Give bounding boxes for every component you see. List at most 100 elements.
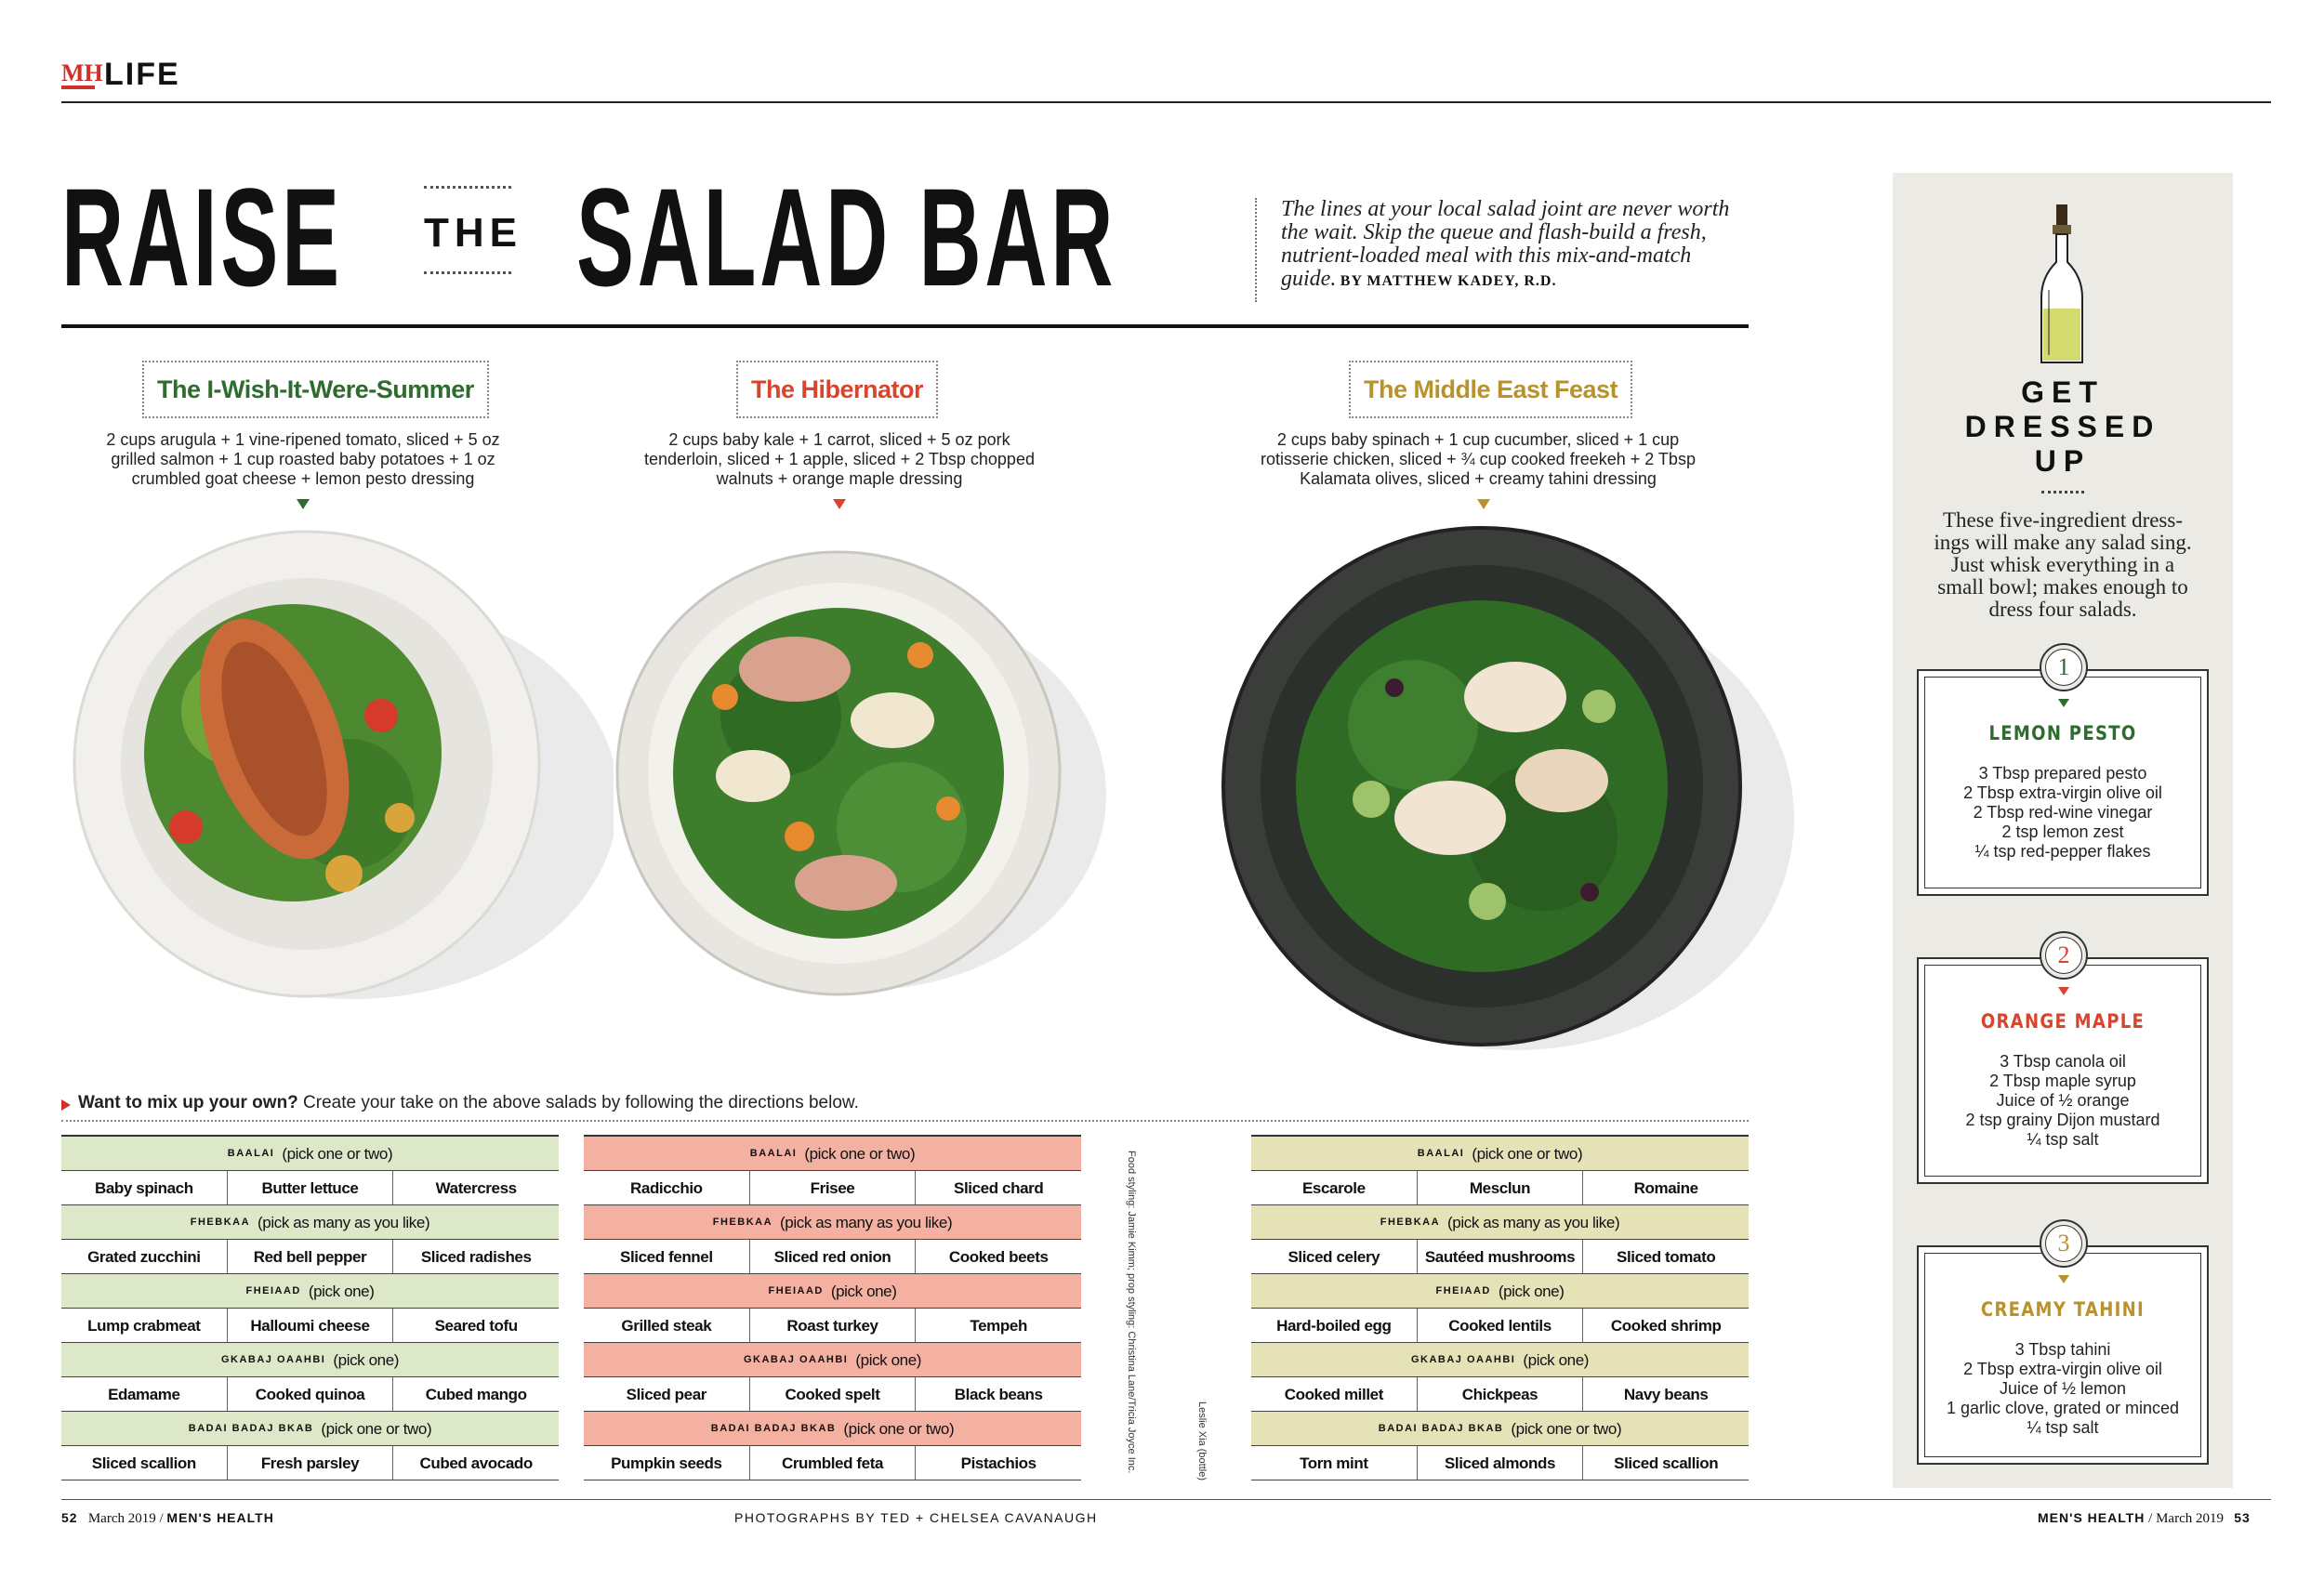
badge-inner-ring xyxy=(2045,1225,2082,1262)
category-note: (pick one or two) xyxy=(282,1145,393,1163)
brand-logo: MH xyxy=(61,58,103,89)
category-code: FHEIAAD xyxy=(768,1285,824,1296)
ingredient-cell: Tempeh xyxy=(970,1317,1027,1335)
category-header: FHEBKAA (pick as many as you like) xyxy=(584,1205,1081,1240)
ingredient-cell: Fresh parsley xyxy=(228,1446,394,1480)
dressing-name: CREAMY TAHINI xyxy=(1980,1298,2146,1321)
category-code: BADAI BADAJ BKAB xyxy=(188,1423,314,1434)
ingredient-row: Torn mint Sliced almonds Sliced scallion xyxy=(1251,1446,1749,1480)
mix-lead: Want to mix up your own? xyxy=(78,1093,298,1112)
category-note: (pick one or two) xyxy=(804,1145,916,1163)
ingredient-row: Sliced fennel Sliced red onion Cooked beet… xyxy=(584,1240,1081,1274)
ingredient-row: Sliced scallion Fresh parsley Cubed avocad… xyxy=(61,1446,559,1480)
recipe-line: rotisserie chicken, sliced + ¾ cup cooke… xyxy=(1261,450,1696,468)
pointer-triangle-icon xyxy=(297,499,310,509)
ingredient-line: 2 Tbsp extra-virgin olive oil xyxy=(1963,1360,2162,1378)
footer-left: 52 March 2019 / MEN'S HEALTH xyxy=(61,1508,274,1528)
headline-the: THE xyxy=(424,210,522,256)
dressing-card-orange-maple: 2 ORANGE MAPLE 3 Tbsp canola oil 2 Tbsp map… xyxy=(1917,931,2209,1184)
ingredient-row: Baby spinach Butter lettuce Watercress xyxy=(61,1171,559,1205)
category-code: GKABAJ OAAHBI xyxy=(743,1354,849,1365)
number-badge-icon: 1 xyxy=(2040,643,2088,691)
mix-table-hibernator: BAALAI (pick one or two) Radicchio Frisee Sl… xyxy=(584,1135,1081,1480)
category-header: GKABAJ OAAHBI (pick one) xyxy=(1251,1343,1749,1377)
ingredient-cell: Butter lettuce xyxy=(228,1171,394,1204)
ingredient-line: 2 Tbsp extra-virgin olive oil xyxy=(1963,783,2162,802)
recipe-line: 2 cups baby spinach + 1 cup cucumber, sl… xyxy=(1276,430,1680,449)
ingredient-cell: Sliced almonds xyxy=(1418,1446,1584,1480)
category-code: FHEBKAA xyxy=(1380,1217,1441,1228)
category-header: FHEIAAD (pick one) xyxy=(584,1274,1081,1309)
category-note: (pick one or two) xyxy=(1511,1420,1622,1438)
photo-credit: PHOTOGRAPHS BY TED + CHELSEA CAVANAUGH xyxy=(734,1510,1098,1525)
category-header: FHEIAAD (pick one) xyxy=(61,1274,559,1309)
ingredient-row: Pumpkin seeds Crumbled feta Pistachios xyxy=(584,1446,1081,1480)
title-rule xyxy=(61,324,1749,328)
page-number: 53 xyxy=(2234,1510,2251,1525)
category-note: (pick one) xyxy=(1523,1351,1590,1369)
pointer-triangle-icon xyxy=(2058,987,2069,995)
ingredient-cell: Sliced fennel xyxy=(584,1240,750,1273)
category-note: (pick as many as you like) xyxy=(780,1214,953,1231)
category-code: FHEBKAA xyxy=(712,1217,773,1228)
ingredient-cell: Sliced tomato xyxy=(1617,1248,1716,1266)
ingredient-cell: Watercress xyxy=(435,1179,517,1197)
salad-title-hibernator: The Hibernator xyxy=(736,361,939,418)
category-header: BAALAI (pick one or two) xyxy=(1251,1137,1749,1171)
ingredient-cell: Sliced celery xyxy=(1251,1240,1418,1273)
category-header: FHEIAAD (pick one) xyxy=(1251,1274,1749,1309)
ingredient-cell: Cooked lentils xyxy=(1418,1309,1584,1342)
ingredient-cell: Cubed mango xyxy=(425,1386,527,1403)
salad-title-middle-east: The Middle East Feast xyxy=(1349,361,1633,418)
ingredient-cell: Cooked quinoa xyxy=(228,1377,394,1411)
ingredient-cell: Sliced chard xyxy=(954,1179,1044,1197)
ingredient-cell: Grated zucchini xyxy=(61,1240,228,1273)
intro-deck: The lines at your local salad joint are … xyxy=(1255,198,1748,302)
category-header: BADAI BADAJ BKAB (pick one or two) xyxy=(1251,1412,1749,1446)
ingredient-row: Lump crabmeat Halloumi cheese Seared tofu xyxy=(61,1309,559,1343)
divider-dots xyxy=(424,271,511,274)
ingredient-row: Cooked millet Chickpeas Navy beans xyxy=(1251,1377,1749,1412)
category-code: GKABAJ OAAHBI xyxy=(220,1354,326,1365)
ingredient-cell: Cooked millet xyxy=(1251,1377,1418,1411)
salad-recipe-summer: 2 cups arugula + 1 vine-ripened tomato, … xyxy=(43,430,563,489)
byline: BY MATTHEW KADEY, R.D. xyxy=(1340,273,1557,289)
category-note: (pick one) xyxy=(855,1351,922,1369)
dressing-ingredients: 3 Tbsp prepared pesto 2 Tbsp extra-virgin… xyxy=(1919,764,2207,862)
ingredient-line: Juice of ½ orange xyxy=(1996,1091,2130,1110)
badge-number: 1 xyxy=(2057,653,2070,680)
footer-right: MEN'S HEALTH / March 2019 53 xyxy=(2038,1508,2251,1528)
footer-date: March 2019 / xyxy=(87,1511,164,1526)
styling-credit: Food styling: Jamie Kimm; prop styling: … xyxy=(1126,1151,1137,1474)
ingredient-cell: Pumpkin seeds xyxy=(584,1446,750,1480)
ingredient-row: Escarole Mesclun Romaine xyxy=(1251,1171,1749,1205)
category-note: (pick one) xyxy=(308,1283,375,1300)
category-note: (pick one) xyxy=(1498,1283,1565,1300)
category-code: BAALAI xyxy=(227,1148,275,1159)
ingredient-cell: Black beans xyxy=(954,1386,1043,1403)
ingredient-cell: Grilled steak xyxy=(584,1309,750,1342)
ingredient-cell: Red bell pepper xyxy=(228,1240,394,1273)
ingredient-line: ¼ tsp salt xyxy=(2027,1418,2099,1437)
category-code: BAALAI xyxy=(1417,1148,1465,1159)
ingredient-cell: Hard-boiled egg xyxy=(1251,1309,1418,1342)
oil-bottle-icon xyxy=(2040,204,2083,363)
ingredient-cell: Edamame xyxy=(61,1377,228,1411)
pointer-triangle-icon xyxy=(833,499,846,509)
category-note: (pick as many as you like) xyxy=(1447,1214,1620,1231)
category-code: GKABAJ OAAHBI xyxy=(1410,1354,1516,1365)
ingredient-cell: Sautéed mushrooms xyxy=(1418,1240,1584,1273)
recipe-line: Kalamata olives, sliced + creamy tahini … xyxy=(1300,469,1657,488)
ingredient-row: Grated zucchini Red bell pepper Sliced rad… xyxy=(61,1240,559,1274)
category-code: FHEBKAA xyxy=(190,1217,251,1228)
ingredient-cell: Cooked shrimp xyxy=(1610,1317,1722,1335)
footer-rule xyxy=(61,1499,2271,1500)
ingredient-cell: Sliced radishes xyxy=(420,1248,532,1266)
page-number: 52 xyxy=(61,1510,78,1525)
category-header: BADAI BADAJ BKAB (pick one or two) xyxy=(584,1412,1081,1446)
category-note: (pick one or two) xyxy=(843,1420,955,1438)
ingredient-cell: Frisee xyxy=(750,1171,917,1204)
mix-table-summer: BAALAI (pick one or two) Baby spinach Butte… xyxy=(61,1135,559,1480)
footer-date: / March 2019 xyxy=(2148,1511,2224,1526)
ingredient-row: Radicchio Frisee Sliced chard xyxy=(584,1171,1081,1205)
